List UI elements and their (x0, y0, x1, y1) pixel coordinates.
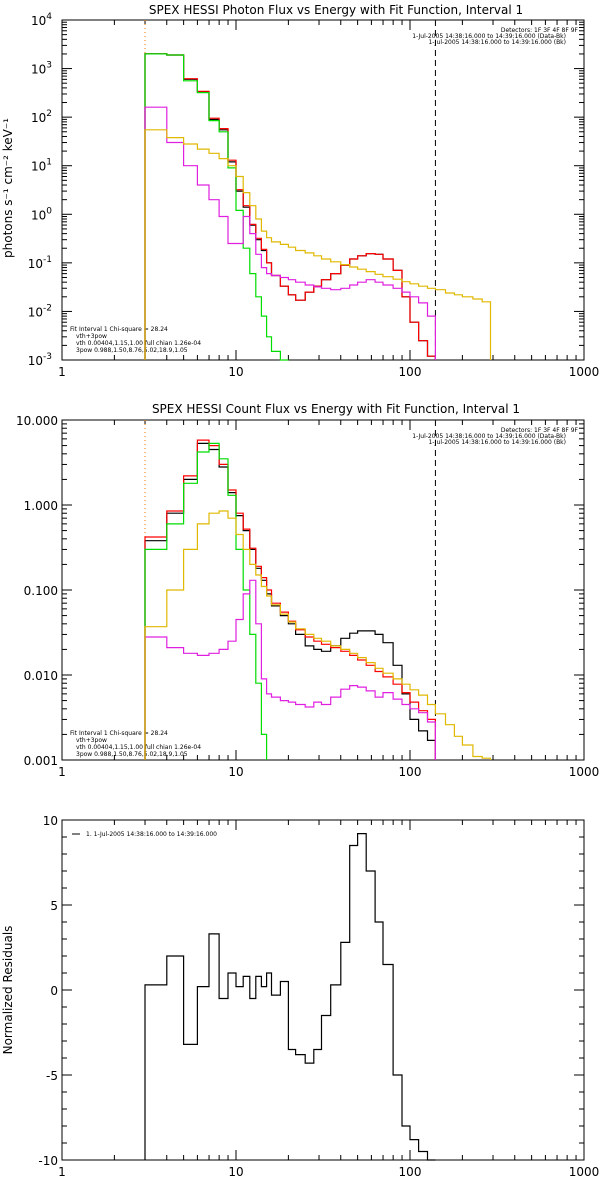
panel1-info-right-0: Detectors: 1F 3F 4F 8F 9F (501, 27, 579, 34)
x-tick-label: 1000 (569, 1165, 600, 1179)
y-tick-label: 103 (31, 61, 52, 77)
x-tick-label: 100 (399, 1165, 422, 1179)
x-tick-label: 100 (399, 765, 422, 779)
panel1-info-left-3: 3pow 0.988,1.50,8.76,5.02,18.9,1.05 (76, 347, 188, 354)
y-tick-label: 104 (31, 12, 52, 28)
panel1-info-right-1: 1-Jul-2005 14:38:16.000 to 14:39:16.000 … (412, 33, 566, 40)
y-tick-label: 1.000 (24, 499, 58, 513)
y-tick-label: 0.100 (24, 584, 58, 598)
y-tick-label: 5 (50, 899, 58, 913)
panel2-info-right-0: Detectors: 1F 3F 4F 8F 9F (501, 427, 579, 434)
y-tick-label: 10-3 (28, 352, 52, 368)
series-2-step-line (144, 53, 289, 361)
series-0-step-line (144, 833, 436, 1161)
x-tick-label: 1 (58, 1165, 66, 1179)
y-tick-exponent: 2 (46, 109, 52, 119)
panel2-frame (61, 419, 585, 761)
y-tick-label: 10.000 (16, 414, 58, 428)
panel2-info-left-1: vth+3pow (76, 737, 107, 744)
panel1-frame (61, 19, 585, 361)
y-tick-exponent: 4 (46, 12, 52, 22)
y-tick-label: 10-1 (28, 255, 52, 271)
y-tick-label: 102 (31, 109, 52, 125)
panel2-info-left-2: vth 0.00404,1.15,1.00 full chian 1.26e-0… (76, 744, 201, 751)
panel2-info-left-3: 3pow 0.988,1.50,8.76,5.02,18.9,1.05 (76, 751, 188, 758)
series-2-step-line (144, 442, 268, 760)
panel2-plot: 1 10 100 1000 0.001 0.010 0.100 1.000 10.000 (16, 414, 599, 779)
panel2-info-right-1: 1-Jul-2005 14:38:16.000 to 14:39:16.000 … (412, 433, 566, 440)
panel1-ylabel: photons s⁻¹ cm⁻² keV⁻¹ (1, 118, 15, 258)
panel3-ylabel: Normalized Residuals (1, 926, 15, 1055)
panel3-frame (61, 819, 585, 1161)
y-tick-label: -5 (46, 1069, 58, 1083)
y-tick-exponent: -1 (43, 255, 52, 265)
panel1-info-left-1: vth+3pow (76, 333, 107, 340)
panel1-title: SPEX HESSI Photon Flux vs Energy with Fi… (149, 3, 523, 17)
panel1-info-left-0: Fit Interval 1 Chi-square = 28.24 (70, 326, 168, 333)
panel1-info-left-2: vth 0.00404,1.15,1.00 full chian 1.26e-0… (76, 340, 201, 347)
residuals-panel: Normalized Residuals 1. 1-Jul-2005 14:38… (1, 814, 599, 1179)
y-tick-exponent: 0 (46, 206, 52, 216)
y-tick-label: 0.010 (24, 669, 58, 683)
panel1-info-right-2: 1-Jul-2005 14:38:16.000 to 14:39:16.000 … (428, 39, 566, 46)
y-tick-label: 100 (31, 206, 52, 222)
x-tick-label: 10 (228, 365, 243, 379)
x-tick-label: 100 (399, 365, 422, 379)
x-tick-label: 1 (58, 365, 66, 379)
series-4-step-line (144, 510, 492, 760)
y-tick-exponent: 1 (46, 158, 52, 168)
count-flux-panel: SPEX HESSI Count Flux vs Energy with Fit… (16, 402, 599, 779)
panel3-plot: 1 10 100 1000 -10 -5 0 5 10 (38, 814, 599, 1179)
x-tick-label: 10 (228, 765, 243, 779)
panel3-legend-text: 1. 1-Jul-2005 14:38:16.000 to 14:39:16.0… (86, 831, 217, 838)
series-1-step-line (144, 53, 436, 360)
x-tick-label: 1000 (569, 365, 600, 379)
series-0-step-line (144, 442, 436, 760)
x-tick-label: 1 (58, 765, 66, 779)
x-tick-label: 10 (228, 1165, 243, 1179)
series-0-step-line (144, 53, 436, 360)
series-1-step-line (144, 439, 436, 760)
y-tick-label: 10-2 (28, 303, 52, 319)
x-tick-label: 1000 (569, 765, 600, 779)
y-tick-exponent: -2 (43, 303, 52, 313)
panel2-info-left-0: Fit Interval 1 Chi-square = 28.24 (70, 730, 168, 737)
y-tick-label: 101 (31, 158, 52, 174)
y-tick-label: 0 (50, 984, 58, 998)
panel2-title: SPEX HESSI Count Flux vs Energy with Fit… (152, 402, 520, 416)
y-tick-label: 10 (43, 814, 58, 828)
series-3-step-line (144, 579, 436, 760)
y-tick-exponent: 3 (46, 61, 52, 71)
y-tick-label: 0.001 (24, 754, 58, 768)
photon-flux-panel: SPEX HESSI Photon Flux vs Energy with Fi… (1, 3, 599, 379)
series-3-step-line (144, 106, 436, 360)
y-tick-label: -10 (38, 1154, 58, 1168)
series-4-step-line (144, 129, 492, 360)
panel2-info-right-2: 1-Jul-2005 14:38:16.000 to 14:39:16.000 … (428, 439, 566, 446)
y-tick-exponent: -3 (43, 352, 52, 362)
